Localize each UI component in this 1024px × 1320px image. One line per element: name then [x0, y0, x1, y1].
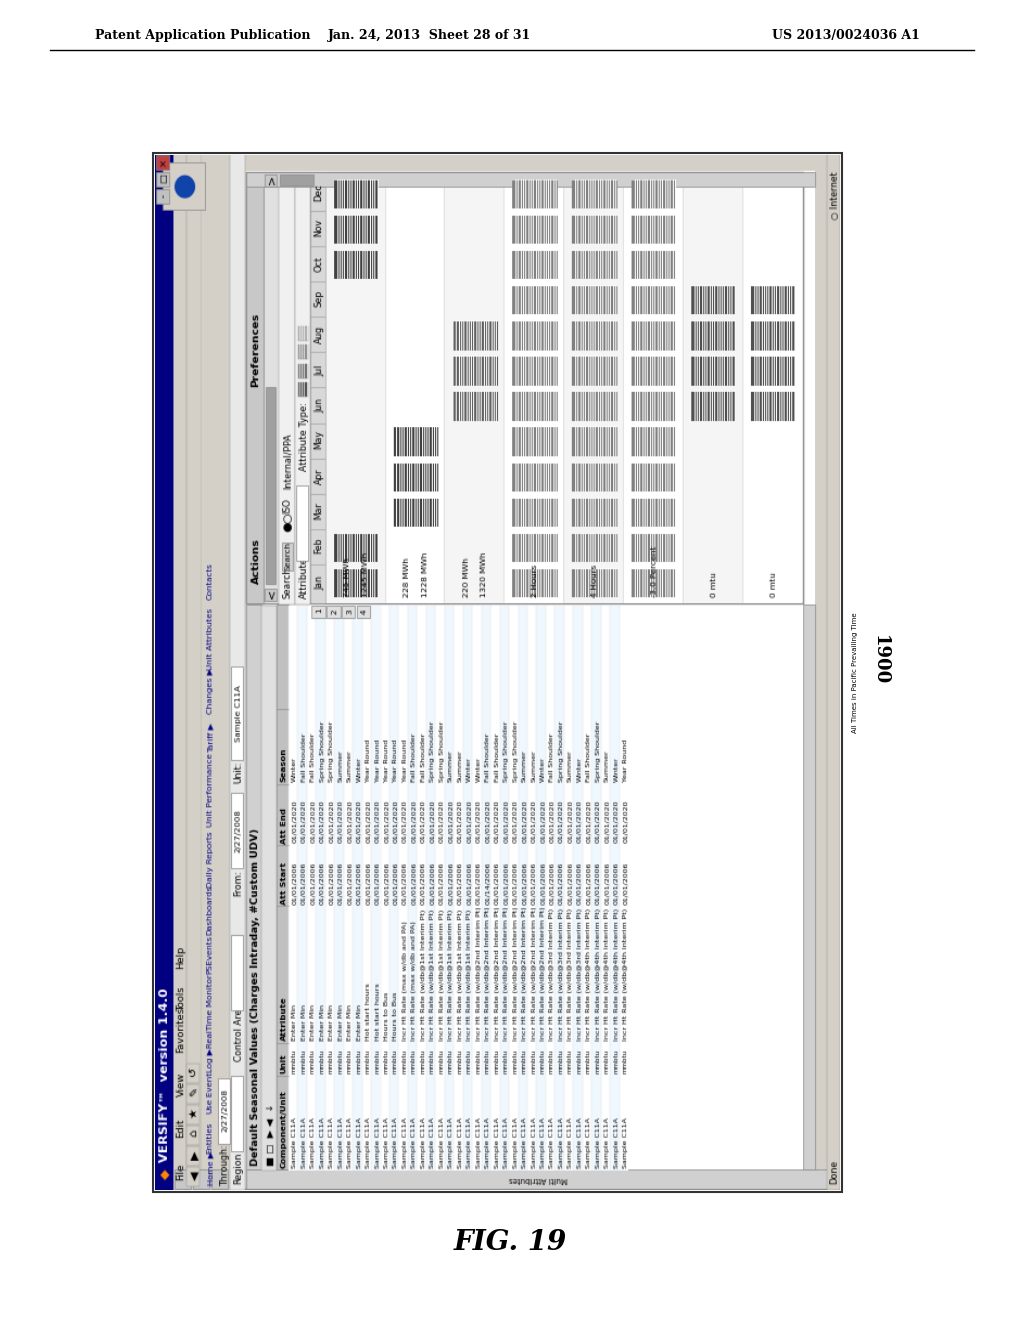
Text: FIG. 19: FIG. 19 — [454, 1229, 566, 1255]
Text: 1900: 1900 — [871, 635, 889, 685]
Text: All Times in Pacific Prevailing Time: All Times in Pacific Prevailing Time — [852, 612, 858, 733]
Text: Patent Application Publication: Patent Application Publication — [95, 29, 310, 41]
Text: Jan. 24, 2013  Sheet 28 of 31: Jan. 24, 2013 Sheet 28 of 31 — [329, 29, 531, 41]
Bar — [153, 153, 842, 1192]
Text: US 2013/0024036 A1: US 2013/0024036 A1 — [772, 29, 920, 41]
